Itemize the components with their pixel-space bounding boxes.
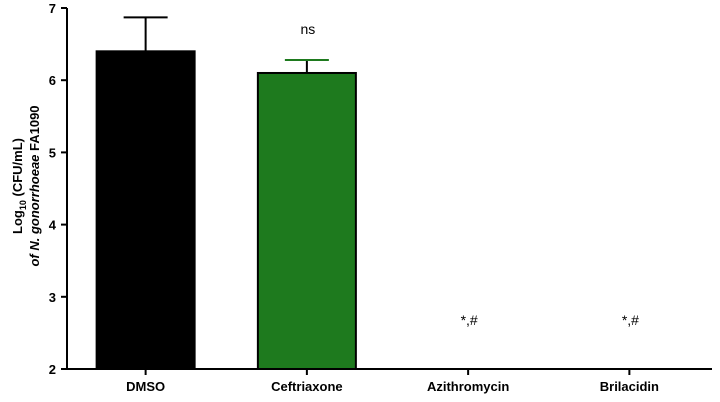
y-tick-label: 3 (49, 290, 56, 305)
x-tick-label: Brilacidin (600, 379, 659, 394)
y-axis-title-log: Log (10, 210, 25, 234)
y-axis-title-units: (CFU/mL) (10, 138, 25, 200)
y-axis-title-species: of N. gonorrhoeae (27, 155, 42, 267)
bar-ceftriaxone (256, 71, 357, 370)
y-tick-label: 2 (49, 362, 56, 377)
y-tick-label: 7 (49, 1, 56, 16)
y-axis-title-strain: FA1090 (27, 105, 42, 154)
y-tick-label: 4 (49, 218, 57, 233)
y-axis-title-line1: Log10 (CFU/mL) (10, 138, 28, 234)
significance-label: ns (300, 21, 315, 37)
y-tick-label: 6 (49, 73, 56, 88)
significance-label: *,# (622, 312, 639, 328)
x-tick-label: Azithromycin (427, 379, 509, 394)
significance-label: *,# (461, 312, 478, 328)
x-tick-label: DMSO (126, 379, 165, 394)
y-axis-title: Log10 (CFU/mL) of N. gonorrhoeae FA1090 (10, 105, 42, 266)
plot-area: 2 3 4 5 6 7 DMSO Ceftriaxone ns Azithromycin *,# Br… (49, 1, 712, 394)
x-tick-label: Ceftriaxone (271, 379, 343, 394)
y-axis-title-sub: 10 (18, 200, 28, 210)
bar-dmso (95, 50, 196, 370)
y-axis-title-line2: of N. gonorrhoeae FA1090 (27, 105, 42, 266)
y-tick-label: 5 (49, 145, 56, 160)
